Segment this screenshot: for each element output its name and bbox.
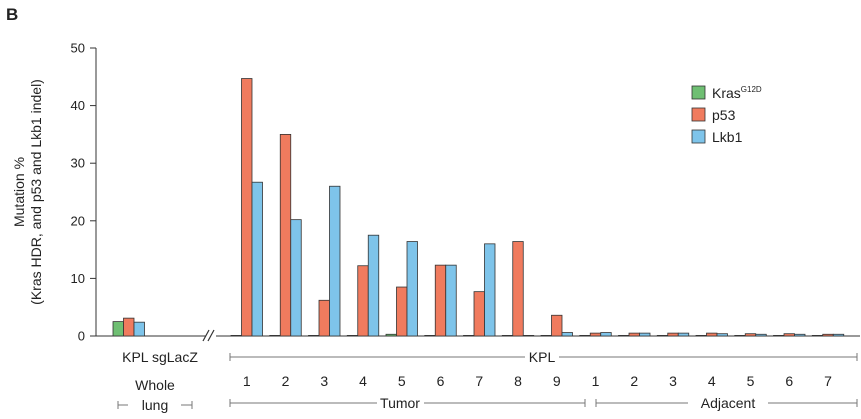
kpl-label: KPL xyxy=(529,349,556,365)
tumor-label: Tumor xyxy=(380,395,420,411)
x-tick-label: 7 xyxy=(824,373,832,389)
x-tick-label: 1 xyxy=(592,373,600,389)
bar-lkb1-16 xyxy=(832,333,845,337)
legend-swatch-kras xyxy=(691,85,706,100)
bar-p53-4 xyxy=(357,265,369,337)
x-tick-label: 4 xyxy=(708,373,716,389)
bar-kras-5 xyxy=(385,333,397,337)
y-axis-title: Mutation % (Kras HDR, and p53 and Lkb1 i… xyxy=(11,79,44,305)
bar-lkb1-3 xyxy=(329,185,341,337)
x-tick-label: 9 xyxy=(553,373,561,389)
y-tick-label: 50 xyxy=(71,41,85,56)
bars xyxy=(112,78,845,337)
legend-swatch-p53 xyxy=(691,107,706,122)
legend-swatch-lkb1 xyxy=(691,129,706,144)
y-tick-label: 20 xyxy=(71,213,85,228)
bar-p53-8 xyxy=(512,241,524,337)
bar-kras-8 xyxy=(501,335,514,337)
bar-kras-1 xyxy=(230,335,242,337)
x-tick-label: KPL sgLacZ xyxy=(122,349,198,365)
x-tick-label: 4 xyxy=(359,373,367,389)
bar-p53-2 xyxy=(279,133,292,337)
bar-kras-3 xyxy=(308,335,320,337)
bar-lkb1-15 xyxy=(794,333,806,337)
bar-p53-12 xyxy=(667,332,679,337)
bar-p53-0 xyxy=(123,317,135,337)
bar-kras-6 xyxy=(424,335,436,337)
bar-p53-5 xyxy=(396,286,408,337)
x-tick-label: 2 xyxy=(630,373,638,389)
x-tick-label: 6 xyxy=(437,373,445,389)
bar-lkb1-7 xyxy=(484,243,496,337)
bar-p53-6 xyxy=(434,264,447,337)
bar-lkb1-8 xyxy=(522,335,535,337)
bar-lkb1-12 xyxy=(677,332,690,337)
group-annotations xyxy=(117,353,858,409)
bar-lkb1-14 xyxy=(755,333,767,337)
x-tick-label: 7 xyxy=(475,373,483,389)
bar-kras-7 xyxy=(463,335,475,337)
y-tick-label: 0 xyxy=(78,329,85,344)
legend-label-kras: KrasG12D xyxy=(712,85,762,101)
bar-lkb1-6 xyxy=(445,264,457,337)
bar-p53-11 xyxy=(628,332,640,337)
bar-lkb1-11 xyxy=(639,332,651,337)
bar-p53-1 xyxy=(241,78,253,337)
legend-label-lkb1: Lkb1 xyxy=(712,129,743,145)
whole-lung-label-line2: lung xyxy=(142,397,168,413)
x-tick-label: 2 xyxy=(282,373,290,389)
x-tick-label: 5 xyxy=(398,373,406,389)
bar-p53-9 xyxy=(551,314,563,337)
y-axis-title-line1: Mutation % xyxy=(11,157,27,227)
bar-lkb1-0 xyxy=(133,321,145,337)
bar-p53-7 xyxy=(473,291,485,337)
y-ticks: 0 10 20 30 40 50 xyxy=(71,41,96,344)
whole-lung-label-line1: Whole xyxy=(135,377,175,393)
bar-kras-11 xyxy=(618,335,630,337)
bar-lkb1-10 xyxy=(600,332,612,337)
bar-kras-0 xyxy=(112,321,124,337)
panel-label: B xyxy=(6,5,18,24)
bar-lkb1-4 xyxy=(367,234,380,337)
bar-p53-14 xyxy=(744,333,757,337)
legend-label-p53: p53 xyxy=(712,107,736,123)
bar-kras-15 xyxy=(773,335,785,337)
bar-kras-4 xyxy=(346,335,359,337)
bar-p53-13 xyxy=(706,332,718,337)
bar-lkb1-9 xyxy=(561,332,573,337)
x-tick-label: 3 xyxy=(669,373,677,389)
bar-p53-10 xyxy=(589,332,602,337)
bar-lkb1-13 xyxy=(716,333,728,337)
axis-break-mark xyxy=(202,329,215,342)
legend: KrasG12D p53 Lkb1 xyxy=(691,85,762,145)
x-tick-label: 1 xyxy=(243,373,251,389)
bar-kras-16 xyxy=(811,335,824,337)
bar-kras-10 xyxy=(579,335,591,337)
x-tick-label: 6 xyxy=(785,373,793,389)
bar-kras-2 xyxy=(269,335,281,337)
y-tick-label: 40 xyxy=(71,98,85,113)
bar-kras-14 xyxy=(734,335,746,337)
bar-kras-12 xyxy=(656,335,669,337)
bar-p53-15 xyxy=(783,333,795,337)
bar-lkb1-2 xyxy=(290,219,302,337)
x-tick-label: 3 xyxy=(320,373,328,389)
y-tick-label: 10 xyxy=(71,271,85,286)
y-tick-label: 30 xyxy=(71,156,85,171)
adjacent-label: Adjacent xyxy=(701,395,756,411)
x-tick-labels: KPL sgLacZ 1 2 3 4 5 6 7 8 9 1 2 3 4 5 6 7 xyxy=(122,349,832,389)
bar-p53-16 xyxy=(822,333,834,337)
x-tick-label: 8 xyxy=(514,373,522,389)
bar-p53-3 xyxy=(318,299,330,337)
y-axis-title-line2: (Kras HDR, and p53 and Lkb1 indel) xyxy=(28,79,44,305)
bar-kras-9 xyxy=(540,335,552,337)
bar-lkb1-5 xyxy=(406,241,418,337)
bar-kras-13 xyxy=(695,335,707,337)
bar-lkb1-1 xyxy=(251,181,263,337)
x-tick-label: 5 xyxy=(747,373,755,389)
